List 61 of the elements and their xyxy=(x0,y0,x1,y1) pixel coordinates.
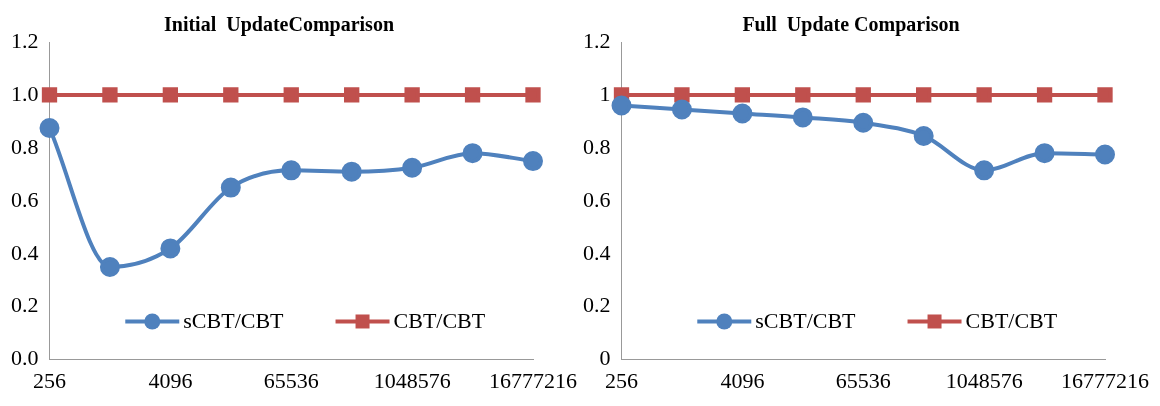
y-tick-label: 1.2 xyxy=(11,27,39,53)
point xyxy=(464,87,481,103)
point xyxy=(281,160,302,181)
point xyxy=(344,87,360,103)
point xyxy=(404,87,420,103)
y-tick-label: 1 xyxy=(599,80,611,106)
point xyxy=(916,87,932,103)
chart-title: Initial UpdateComparison xyxy=(163,13,395,37)
point xyxy=(611,95,632,116)
point xyxy=(99,256,120,277)
point xyxy=(223,87,239,103)
y-tick-label: 0.4 xyxy=(583,239,611,265)
point xyxy=(734,87,751,103)
point xyxy=(39,118,60,139)
y-tick-label: 0.4 xyxy=(11,239,39,265)
legend-label: CBT/CBT xyxy=(965,308,1058,334)
x-tick-label: 65536 xyxy=(835,367,891,393)
x-tick-label: 4096 xyxy=(148,367,193,393)
point xyxy=(974,160,995,181)
y-tick-label: 0.6 xyxy=(11,186,39,212)
x-tick-label: 1048576 xyxy=(945,367,1023,393)
point xyxy=(976,87,992,103)
y-tick-label: 0.8 xyxy=(583,133,611,159)
legend-label: sCBT/CBT xyxy=(183,308,285,334)
chart-title: Full Update Comparison xyxy=(742,13,960,37)
point xyxy=(220,177,241,198)
point xyxy=(283,87,299,103)
point xyxy=(1097,87,1113,103)
x-tick-label: 16777216 xyxy=(489,367,577,393)
x-tick-label: 65536 xyxy=(263,367,319,393)
point xyxy=(341,161,362,182)
x-tick-label: 16777216 xyxy=(1061,367,1149,393)
point xyxy=(1034,143,1055,164)
point xyxy=(462,143,483,164)
point xyxy=(732,103,753,124)
y-tick-label: 0.6 xyxy=(583,186,611,212)
point xyxy=(1095,144,1115,165)
point xyxy=(1036,87,1053,103)
point xyxy=(523,151,543,172)
point xyxy=(795,87,811,103)
point xyxy=(162,87,179,103)
y-tick-label: 1.0 xyxy=(11,80,39,106)
point xyxy=(402,157,423,178)
point xyxy=(671,99,692,120)
y-tick-label: 1.2 xyxy=(583,27,611,53)
x-tick-label: 1048576 xyxy=(373,367,451,393)
y-tick-label: 0.8 xyxy=(11,133,39,159)
point xyxy=(913,125,934,146)
legend-label: sCBT/CBT xyxy=(755,308,857,334)
point xyxy=(855,87,871,103)
point xyxy=(674,87,690,103)
legend-label: CBT/CBT xyxy=(393,308,486,334)
point xyxy=(853,112,874,133)
y-tick-label: 0.2 xyxy=(11,292,39,318)
y-tick-label: 0.2 xyxy=(583,292,611,318)
point xyxy=(102,87,118,103)
point xyxy=(525,87,541,103)
x-tick-label: 4096 xyxy=(720,367,765,393)
point xyxy=(160,238,181,259)
point xyxy=(41,87,58,103)
point xyxy=(792,107,813,128)
